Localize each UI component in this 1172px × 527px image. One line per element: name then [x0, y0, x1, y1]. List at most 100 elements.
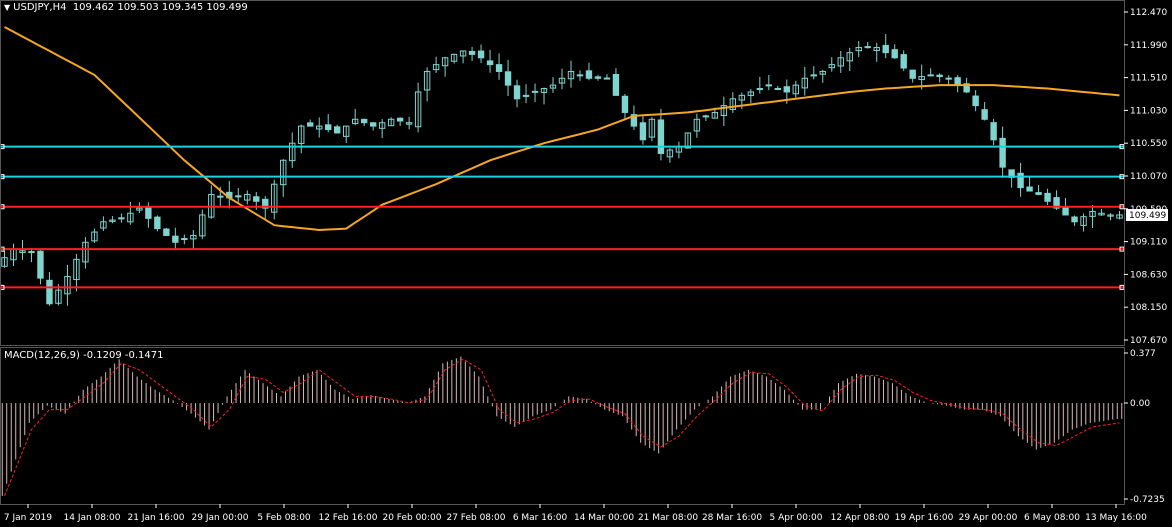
candle [316, 117, 323, 138]
macd-tick-label: 0.00 [1130, 399, 1150, 409]
candle-body [1026, 186, 1033, 192]
candle-body [369, 122, 377, 127]
candle [396, 117, 404, 126]
candle-body [271, 183, 278, 213]
candle-body [217, 195, 224, 198]
time-tick-label: 14 Mar 00:00 [574, 513, 634, 523]
candle [280, 159, 287, 197]
candle-body [495, 64, 503, 72]
candle-body [262, 198, 269, 209]
candle-body [999, 137, 1006, 168]
symbol-label: USDJPY,H4 [13, 2, 67, 13]
candle-body [738, 94, 746, 101]
candle-body [666, 149, 674, 158]
candle-body [190, 234, 197, 240]
candle [990, 118, 997, 146]
time-tick-label: 5 Apr 00:00 [770, 513, 823, 523]
candle-body [918, 76, 925, 81]
candle-body [774, 88, 782, 91]
candle-body [378, 122, 386, 129]
candle-body [154, 216, 161, 230]
candle [82, 237, 89, 269]
candle [603, 74, 611, 80]
candle [882, 34, 889, 59]
moving-average-line [4, 26, 1120, 232]
candle-body [855, 47, 862, 52]
candle-body [468, 50, 476, 55]
candle [262, 196, 269, 220]
candle-body [621, 95, 629, 113]
candle-body [46, 279, 53, 305]
candle [531, 83, 539, 103]
candle [154, 215, 161, 232]
candle [954, 75, 961, 93]
candle [325, 114, 332, 133]
candle [127, 201, 134, 225]
candle [1116, 210, 1123, 220]
candle-body [118, 217, 125, 220]
level-anchor-left [0, 204, 5, 210]
candle-body [441, 57, 449, 67]
candle-body [819, 70, 826, 75]
candle [208, 185, 215, 219]
candle [765, 75, 773, 91]
candle [235, 187, 242, 203]
candle [630, 105, 638, 130]
candle-body [1080, 216, 1087, 226]
candle-body [1, 257, 8, 267]
candle-body [136, 207, 143, 211]
candle [810, 66, 817, 80]
candle [774, 85, 782, 91]
candle [846, 47, 853, 72]
candle-body [576, 74, 584, 77]
price-tick-label: 110.070 [1130, 172, 1167, 182]
candle-body [351, 118, 359, 124]
candle-body [783, 86, 790, 93]
candle [819, 69, 826, 83]
candle-body [540, 88, 548, 93]
candle [558, 68, 566, 90]
candle-body [486, 60, 494, 66]
candle-body [837, 57, 844, 67]
candle [459, 50, 467, 64]
candle [342, 125, 350, 143]
candle [414, 82, 422, 133]
time-tick-label: 13 May 16:00 [1085, 513, 1147, 523]
candle-body [792, 84, 799, 95]
candle [100, 216, 107, 231]
candle [271, 179, 278, 220]
candle [594, 74, 602, 81]
time-tick-label: 7 Jan 2019 [4, 513, 52, 523]
candle-body [396, 117, 404, 122]
candle [945, 75, 952, 85]
candle [1, 250, 8, 268]
candle [28, 248, 35, 263]
candle [729, 92, 737, 113]
candle [190, 230, 197, 250]
candle [226, 180, 233, 209]
price-tick-label: 111.030 [1130, 106, 1167, 116]
candle-body [648, 118, 656, 138]
candle-body [954, 77, 961, 86]
candle [891, 44, 898, 59]
candle [307, 119, 314, 127]
candle-body [109, 219, 116, 222]
candle-body [414, 91, 422, 128]
candle-body [711, 111, 719, 119]
candle [468, 46, 476, 62]
candle [756, 76, 764, 94]
candle-body [91, 231, 98, 242]
candle-body [513, 85, 521, 100]
resistance-level [0, 204, 1125, 210]
candle-body [873, 47, 880, 51]
dropdown-arrow-icon[interactable]: ▼ [4, 3, 11, 12]
candle [1044, 188, 1051, 205]
time-tick-label: 28 Mar 16:00 [702, 513, 762, 523]
candle-body [163, 228, 170, 236]
candle [1071, 215, 1078, 226]
candle [1008, 169, 1015, 188]
chart-title: ▼ USDJPY,H4 109.462 109.503 109.345 109.4… [4, 2, 248, 13]
candle-body [945, 77, 952, 80]
candle [675, 141, 683, 159]
